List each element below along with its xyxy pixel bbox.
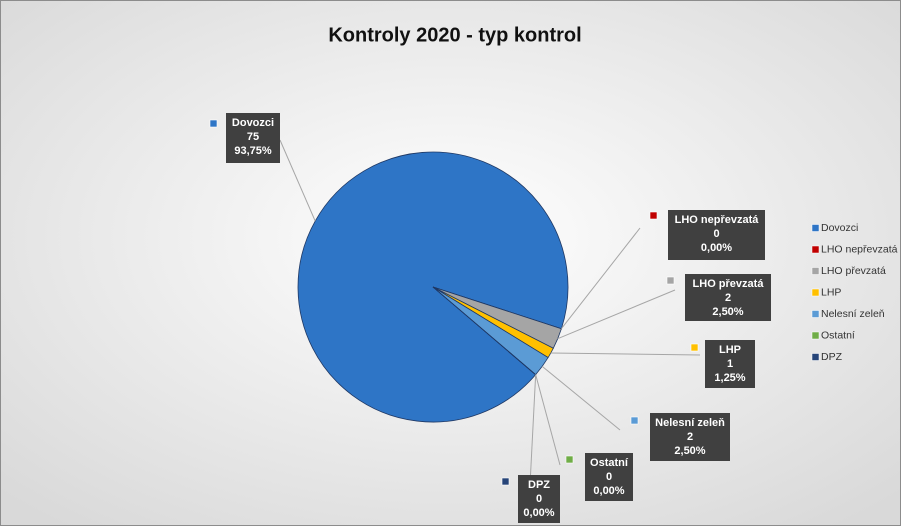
data-label-box xyxy=(518,475,560,523)
chart-title: Kontroly 2020 - typ kontrol xyxy=(328,24,581,46)
legend-label: Dovozci xyxy=(821,222,858,234)
data-label-box xyxy=(685,274,771,321)
data-label-name: LHO nepřevzatá xyxy=(675,214,760,226)
leader-line xyxy=(550,352,701,356)
legend-label: DPZ xyxy=(821,351,843,363)
pie-slice xyxy=(432,286,536,375)
legend-label: Ostatní xyxy=(821,329,855,341)
data-label-percent: 2,50% xyxy=(712,306,743,318)
data-label-value: 2 xyxy=(687,431,693,443)
data-label-percent: 0,00% xyxy=(701,242,732,254)
data-label-value: 0 xyxy=(536,493,542,505)
legend-label: Nelesní zeleň xyxy=(821,308,885,320)
data-label-value: 2 xyxy=(725,292,731,304)
data-label-name: Dovozci xyxy=(232,117,274,129)
data-label-percent: 0,00% xyxy=(593,485,624,497)
legend-label: LHO převzatá xyxy=(821,265,886,277)
data-label-box xyxy=(585,453,633,501)
data-label-box xyxy=(650,413,730,461)
legend-swatch xyxy=(811,224,820,232)
legend-label: LHO nepřevzatá xyxy=(821,243,898,255)
data-label-name: Ostatní xyxy=(590,457,629,469)
legend-swatch xyxy=(811,353,820,361)
data-label-name: LHO převzatá xyxy=(693,278,765,290)
label-marker xyxy=(649,211,658,220)
label-marker xyxy=(209,119,218,128)
data-label-percent: 0,00% xyxy=(523,507,554,519)
data-label-percent: 93,75% xyxy=(234,145,272,157)
leader-line xyxy=(279,139,316,222)
leader-line xyxy=(529,374,537,486)
leader-line xyxy=(541,365,621,431)
legend-label: LHP xyxy=(821,286,841,298)
data-label-value: 0 xyxy=(713,228,719,240)
data-label-percent: 2,50% xyxy=(674,445,705,457)
data-label-name: LHP xyxy=(719,344,741,356)
data-label-value: 75 xyxy=(247,131,259,143)
label-marker xyxy=(666,276,675,285)
label-marker xyxy=(565,455,574,464)
label-marker xyxy=(630,416,639,425)
data-label-box xyxy=(226,113,280,163)
leader-line xyxy=(560,227,641,330)
data-label-box xyxy=(705,340,755,388)
label-marker xyxy=(690,343,699,352)
data-label-box xyxy=(668,210,765,260)
data-label-value: 1 xyxy=(727,358,733,370)
data-label-name: Nelesní zeleň xyxy=(655,417,725,429)
legend-swatch xyxy=(811,288,820,297)
leader-line xyxy=(557,289,676,340)
legend-swatch xyxy=(811,310,820,318)
data-label-value: 0 xyxy=(606,471,612,483)
label-marker xyxy=(501,477,510,486)
data-label-name: DPZ xyxy=(528,479,550,491)
legend-swatch xyxy=(811,331,820,340)
leader-line xyxy=(535,374,561,466)
legend-swatch xyxy=(811,267,820,275)
data-label-percent: 1,25% xyxy=(714,372,745,384)
legend-swatch xyxy=(811,245,820,254)
